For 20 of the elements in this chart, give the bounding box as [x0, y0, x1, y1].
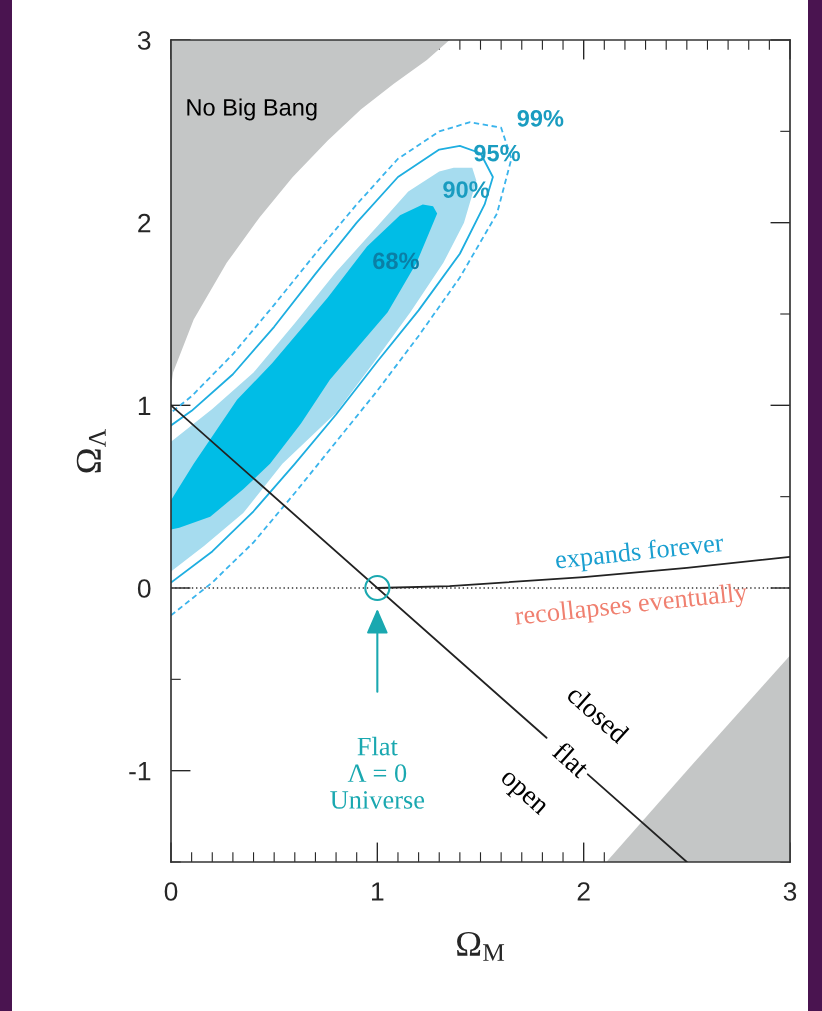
annotation: open — [496, 770, 548, 820]
annotation: No Big Bang — [187, 98, 317, 121]
annotation: 68% — [373, 252, 419, 270]
annotation: 95% — [474, 144, 521, 162]
annotation: recollapses eventually — [514, 582, 749, 631]
annotation: expands forever — [554, 532, 725, 575]
x-tick-label: 0 — [164, 882, 178, 901]
y-tick-label: 0 — [137, 579, 151, 598]
y-tick-label: 1 — [138, 396, 151, 415]
y-tick-label: -1 — [129, 762, 151, 781]
y-axis-title: Ω$_{Λ}$ — [76, 429, 106, 473]
annotation: flat — [551, 740, 592, 779]
annotation: 99% — [517, 109, 564, 127]
x-tick-label: 2 — [577, 882, 590, 901]
y-tick-label: 2 — [138, 213, 151, 233]
x-tick-label: 1 — [372, 882, 384, 901]
annotation: Flat Λ = 0 Universe — [330, 736, 425, 809]
x-tick-label: 3 — [783, 882, 797, 901]
x-axis-title: Ω$_{M}$ — [457, 931, 505, 961]
y-tick-label: 3 — [137, 31, 151, 50]
